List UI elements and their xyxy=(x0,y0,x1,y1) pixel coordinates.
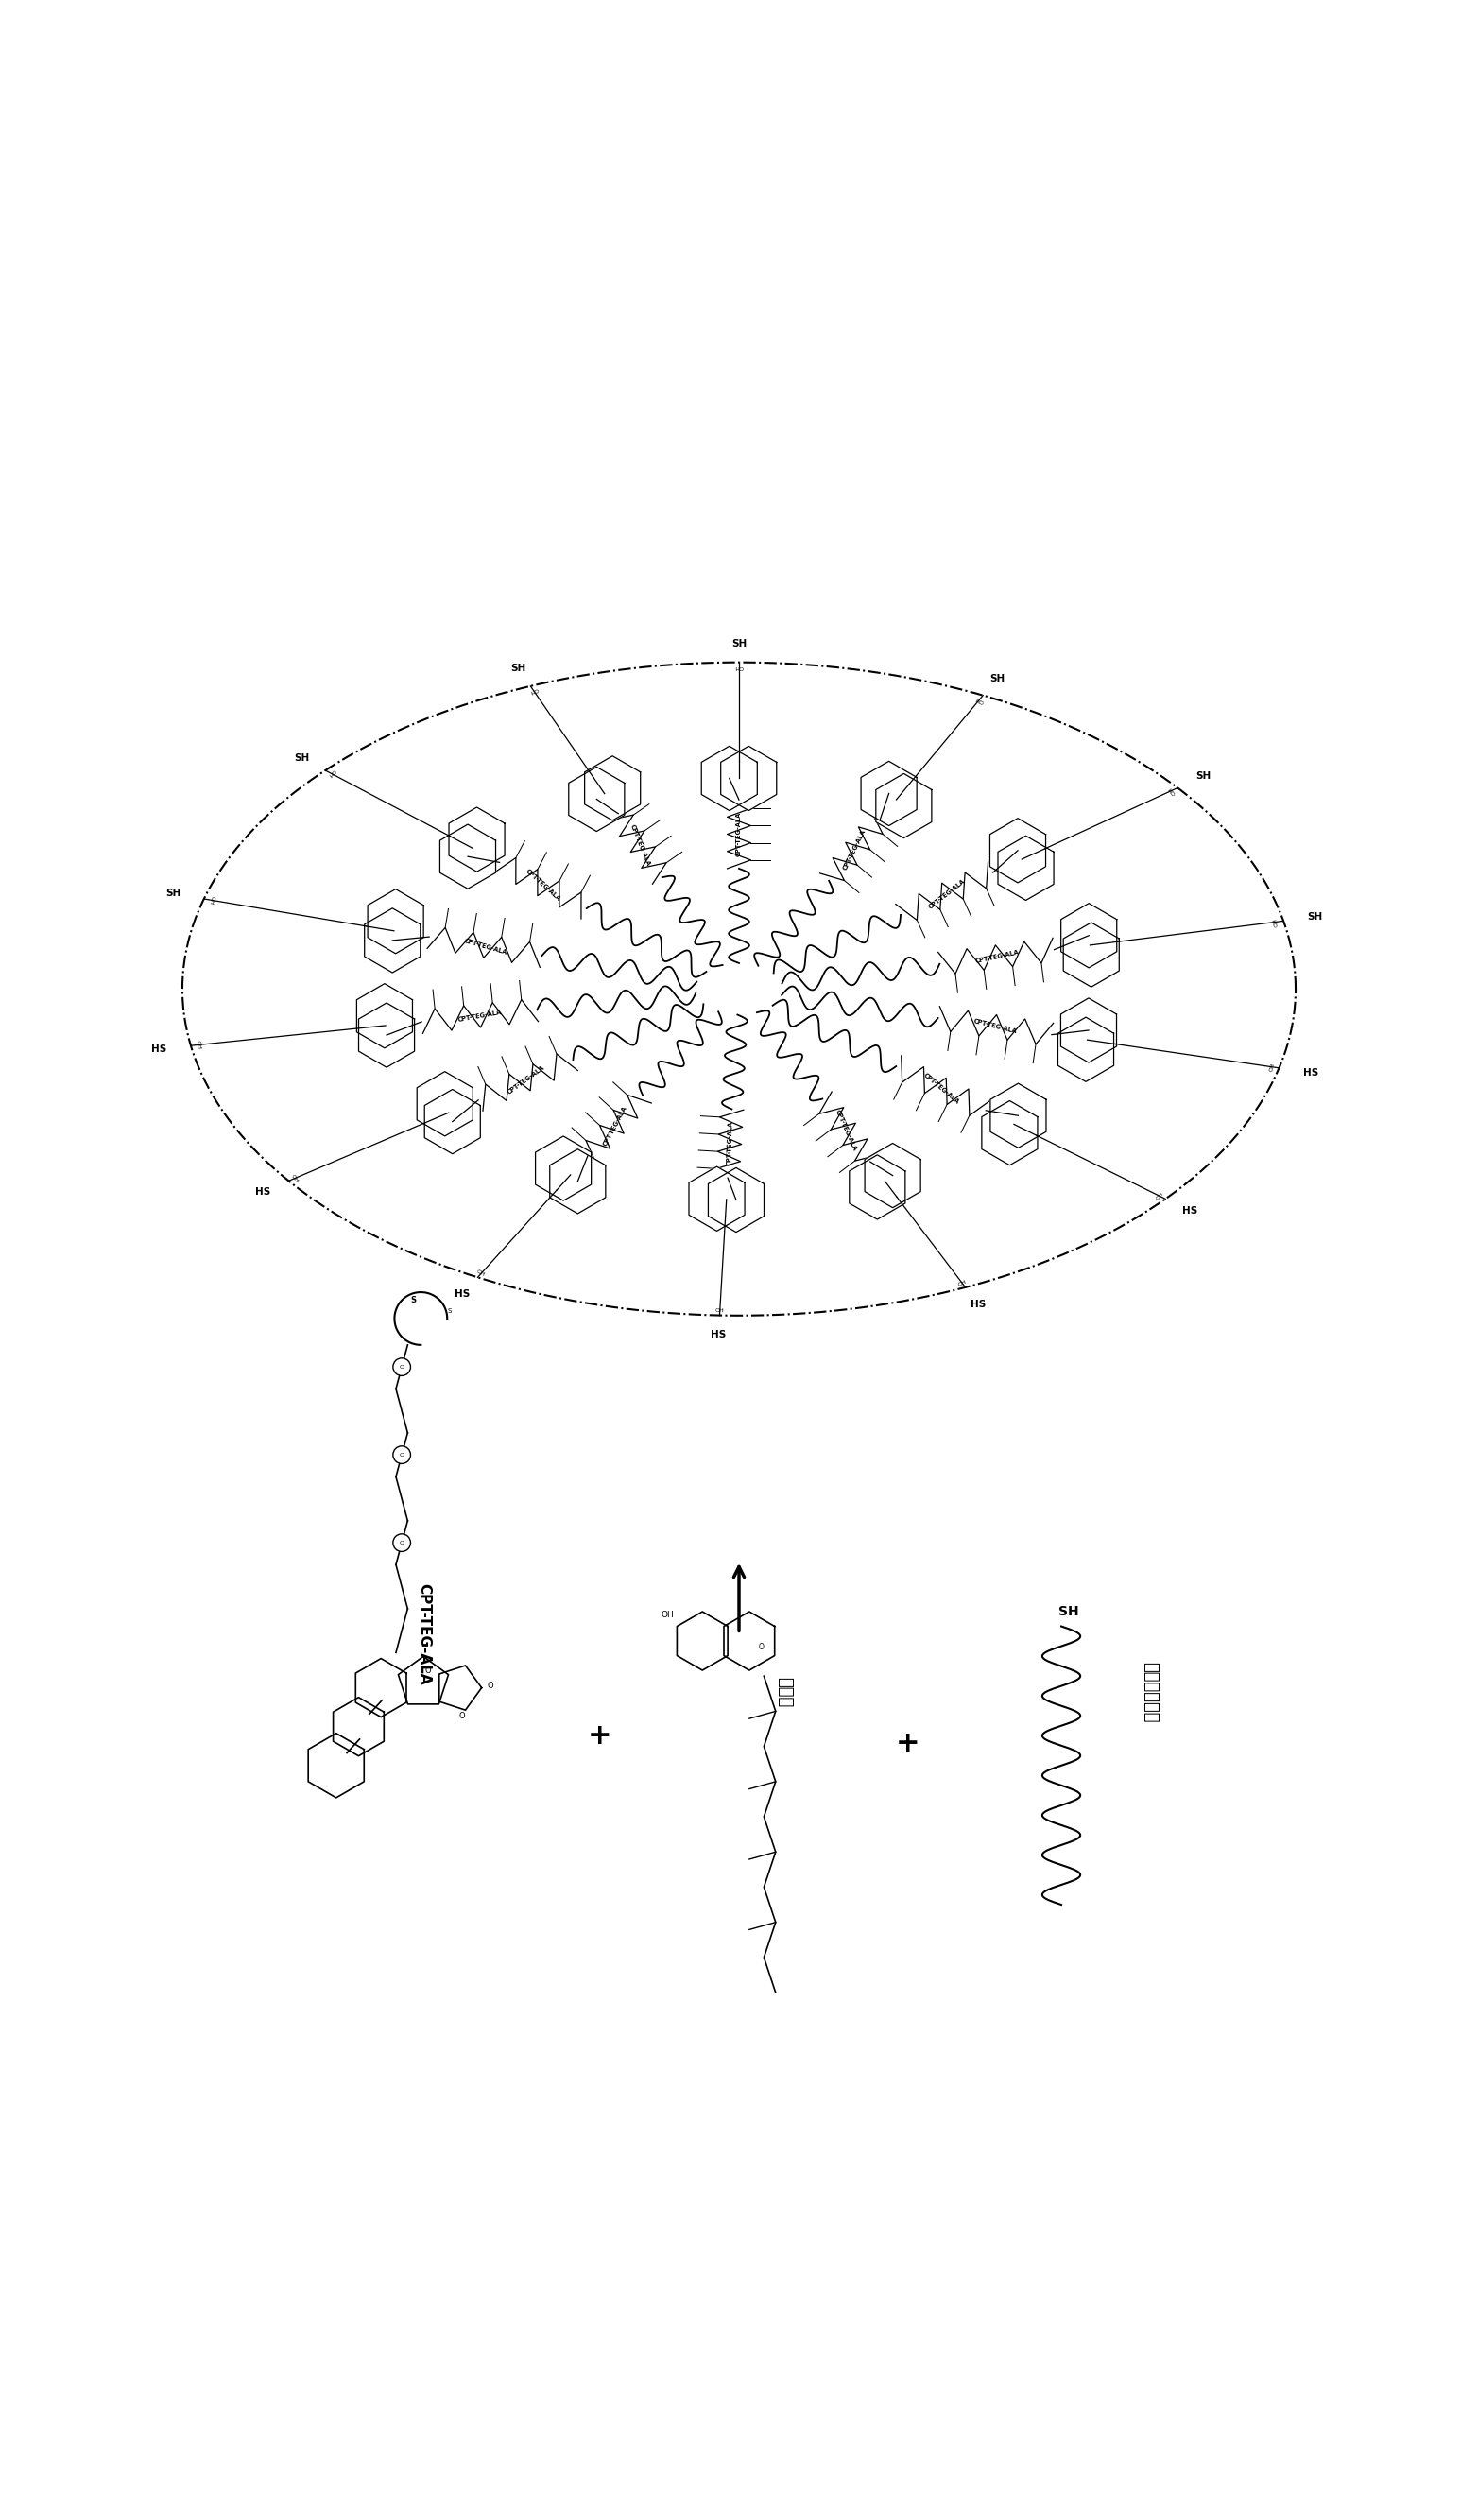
Polygon shape xyxy=(365,907,420,973)
Text: O: O xyxy=(399,1540,403,1545)
Polygon shape xyxy=(424,1089,480,1154)
Text: OH: OH xyxy=(1168,786,1176,796)
Text: HS: HS xyxy=(1302,1068,1318,1076)
Text: OH: OH xyxy=(974,696,984,703)
Text: S: S xyxy=(448,1308,452,1313)
Text: SH: SH xyxy=(1308,912,1323,922)
Text: SH: SH xyxy=(166,890,180,900)
Text: OH: OH xyxy=(476,1270,486,1278)
Polygon shape xyxy=(708,1167,764,1232)
Text: O: O xyxy=(758,1643,764,1651)
Text: OH: OH xyxy=(1154,1192,1165,1202)
Text: +: + xyxy=(896,1729,919,1756)
Polygon shape xyxy=(677,1613,727,1671)
Text: OH: OH xyxy=(735,665,743,668)
Text: O: O xyxy=(488,1681,494,1691)
Text: S: S xyxy=(409,1295,415,1305)
Text: O: O xyxy=(458,1711,464,1719)
Text: CPT-TEG-ALA: CPT-TEG-ALA xyxy=(922,1071,959,1104)
Text: HS: HS xyxy=(711,1331,726,1338)
Polygon shape xyxy=(981,1101,1038,1164)
Polygon shape xyxy=(356,983,412,1048)
Polygon shape xyxy=(550,1149,606,1215)
Polygon shape xyxy=(535,1137,591,1200)
Text: OH: OH xyxy=(715,1308,724,1313)
Text: CPT-TEG-ALA: CPT-TEG-ALA xyxy=(736,811,742,857)
Text: SH: SH xyxy=(1196,771,1210,781)
Polygon shape xyxy=(1063,922,1119,988)
Text: 生育醇: 生育醇 xyxy=(776,1676,792,1709)
Text: OH: OH xyxy=(1273,917,1280,927)
Text: SH: SH xyxy=(294,753,309,764)
Circle shape xyxy=(393,1446,411,1464)
Text: SH: SH xyxy=(989,673,1005,683)
Text: OH: OH xyxy=(661,1610,674,1620)
Text: CPT-TEG-ALA: CPT-TEG-ALA xyxy=(630,824,652,867)
Polygon shape xyxy=(876,774,931,839)
Circle shape xyxy=(393,1535,411,1552)
Text: OH: OH xyxy=(958,1280,968,1288)
Text: CPT-TEG-ALA: CPT-TEG-ALA xyxy=(457,1008,503,1023)
Polygon shape xyxy=(702,746,757,811)
Polygon shape xyxy=(333,1698,384,1756)
Text: SH: SH xyxy=(511,663,526,673)
Polygon shape xyxy=(356,1658,406,1716)
Text: HS: HS xyxy=(455,1290,470,1298)
Text: SH: SH xyxy=(1058,1605,1079,1618)
Polygon shape xyxy=(998,837,1054,900)
Polygon shape xyxy=(724,1613,774,1671)
Text: HS: HS xyxy=(971,1300,986,1310)
Text: O: O xyxy=(426,1666,432,1676)
Polygon shape xyxy=(1058,1018,1114,1081)
Text: 两亲性间隔基: 两亲性间隔基 xyxy=(1142,1661,1159,1724)
Text: CPT-TEG-ALA: CPT-TEG-ALA xyxy=(726,1121,733,1167)
Polygon shape xyxy=(368,890,424,953)
Text: SH: SH xyxy=(732,638,746,648)
Text: HS: HS xyxy=(151,1043,167,1053)
Text: O: O xyxy=(399,1452,403,1457)
Polygon shape xyxy=(569,766,625,832)
Text: CPT-TEG-ALA: CPT-TEG-ALA xyxy=(505,1063,545,1096)
Polygon shape xyxy=(309,1734,364,1797)
Text: HS: HS xyxy=(254,1187,270,1197)
Text: OH: OH xyxy=(290,1174,299,1184)
Polygon shape xyxy=(850,1154,905,1220)
Text: OH: OH xyxy=(528,685,538,693)
Polygon shape xyxy=(689,1167,745,1232)
Text: O: O xyxy=(399,1363,403,1368)
Polygon shape xyxy=(721,746,776,811)
Polygon shape xyxy=(417,1071,473,1137)
Polygon shape xyxy=(862,761,916,827)
Polygon shape xyxy=(359,1003,414,1068)
Polygon shape xyxy=(990,1084,1046,1147)
Polygon shape xyxy=(1061,998,1116,1063)
Text: OH: OH xyxy=(195,1041,201,1051)
Text: CPT-TEG-ALA: CPT-TEG-ALA xyxy=(525,869,562,902)
Polygon shape xyxy=(449,806,504,872)
Text: HS: HS xyxy=(1182,1207,1197,1215)
Text: OH: OH xyxy=(207,895,214,905)
Text: CPT-TEG-ALA: CPT-TEG-ALA xyxy=(974,950,1020,965)
Polygon shape xyxy=(990,819,1046,882)
Text: CPT-TEG-ALA: CPT-TEG-ALA xyxy=(973,1018,1017,1036)
Polygon shape xyxy=(865,1144,921,1207)
Polygon shape xyxy=(585,756,640,822)
Text: CPT-TEG-ALA: CPT-TEG-ALA xyxy=(842,829,868,872)
Circle shape xyxy=(393,1358,411,1376)
Polygon shape xyxy=(1061,902,1117,968)
Text: OH: OH xyxy=(1268,1061,1276,1071)
Text: CPT-TEG-ALA: CPT-TEG-ALA xyxy=(463,937,508,955)
Polygon shape xyxy=(440,824,495,890)
Text: CPT-TEG-ALA: CPT-TEG-ALA xyxy=(602,1104,628,1147)
Text: CPT-TEG-ALA: CPT-TEG-ALA xyxy=(927,877,967,910)
Text: OH: OH xyxy=(327,769,336,779)
Text: CPT-TEG-ALA: CPT-TEG-ALA xyxy=(417,1583,432,1683)
Text: CPT-TEG-ALA: CPT-TEG-ALA xyxy=(835,1109,857,1152)
Text: +: + xyxy=(588,1724,612,1749)
